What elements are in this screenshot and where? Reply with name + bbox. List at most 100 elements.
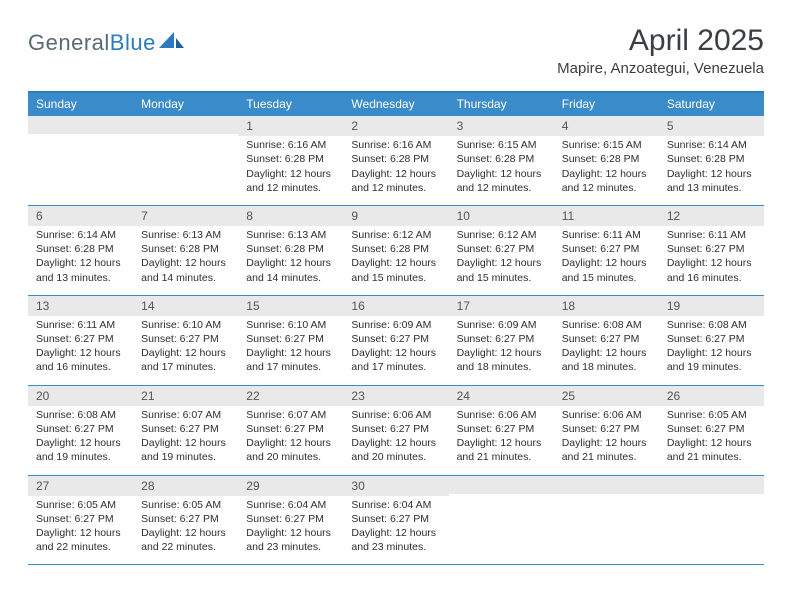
- sunrise-line: Sunrise: 6:16 AM: [351, 138, 440, 152]
- day-number: 20: [28, 386, 133, 406]
- day-body: Sunrise: 6:07 AMSunset: 6:27 PMDaylight:…: [133, 406, 238, 475]
- day-number: 27: [28, 476, 133, 496]
- day-cell: 17Sunrise: 6:09 AMSunset: 6:27 PMDayligh…: [449, 296, 554, 385]
- weekday-cell: Sunday: [28, 93, 133, 116]
- day-cell: 7Sunrise: 6:13 AMSunset: 6:28 PMDaylight…: [133, 206, 238, 295]
- sunset-line: Sunset: 6:27 PM: [667, 242, 756, 256]
- daylight-line: Daylight: 12 hours and 14 minutes.: [141, 256, 230, 284]
- day-number: 29: [238, 476, 343, 496]
- day-number: 21: [133, 386, 238, 406]
- sunset-line: Sunset: 6:27 PM: [457, 332, 546, 346]
- calendar: SundayMondayTuesdayWednesdayThursdayFrid…: [28, 91, 764, 565]
- day-number: 25: [554, 386, 659, 406]
- sunrise-line: Sunrise: 6:05 AM: [141, 498, 230, 512]
- page-title: April 2025: [557, 24, 764, 58]
- day-cell: 3Sunrise: 6:15 AMSunset: 6:28 PMDaylight…: [449, 116, 554, 205]
- sunrise-line: Sunrise: 6:08 AM: [562, 318, 651, 332]
- day-cell: [133, 116, 238, 205]
- daylight-line: Daylight: 12 hours and 16 minutes.: [667, 256, 756, 284]
- sunset-line: Sunset: 6:27 PM: [562, 422, 651, 436]
- week-row: 6Sunrise: 6:14 AMSunset: 6:28 PMDaylight…: [28, 206, 764, 296]
- daylight-line: Daylight: 12 hours and 20 minutes.: [246, 436, 335, 464]
- sunrise-line: Sunrise: 6:11 AM: [562, 228, 651, 242]
- sunset-line: Sunset: 6:28 PM: [351, 152, 440, 166]
- daylight-line: Daylight: 12 hours and 20 minutes.: [351, 436, 440, 464]
- day-body: Sunrise: 6:08 AMSunset: 6:27 PMDaylight:…: [554, 316, 659, 385]
- sunset-line: Sunset: 6:27 PM: [562, 332, 651, 346]
- sunset-line: Sunset: 6:27 PM: [36, 422, 125, 436]
- daylight-line: Daylight: 12 hours and 21 minutes.: [457, 436, 546, 464]
- sunset-line: Sunset: 6:27 PM: [667, 422, 756, 436]
- day-number: 10: [449, 206, 554, 226]
- sunrise-line: Sunrise: 6:06 AM: [351, 408, 440, 422]
- page: GeneralBlue April 2025 Mapire, Anzoategu…: [0, 0, 792, 565]
- day-body: Sunrise: 6:10 AMSunset: 6:27 PMDaylight:…: [238, 316, 343, 385]
- day-body: Sunrise: 6:06 AMSunset: 6:27 PMDaylight:…: [343, 406, 448, 475]
- daylight-line: Daylight: 12 hours and 17 minutes.: [351, 346, 440, 374]
- daylight-line: Daylight: 12 hours and 18 minutes.: [457, 346, 546, 374]
- day-body: Sunrise: 6:05 AMSunset: 6:27 PMDaylight:…: [133, 496, 238, 565]
- sunrise-line: Sunrise: 6:11 AM: [36, 318, 125, 332]
- week-row: 1Sunrise: 6:16 AMSunset: 6:28 PMDaylight…: [28, 116, 764, 206]
- day-body: [133, 134, 238, 192]
- title-block: April 2025 Mapire, Anzoategui, Venezuela: [557, 24, 764, 77]
- day-number: 28: [133, 476, 238, 496]
- daylight-line: Daylight: 12 hours and 13 minutes.: [36, 256, 125, 284]
- day-cell: 28Sunrise: 6:05 AMSunset: 6:27 PMDayligh…: [133, 476, 238, 565]
- weekday-cell: Monday: [133, 93, 238, 116]
- sunset-line: Sunset: 6:27 PM: [351, 512, 440, 526]
- day-cell: 13Sunrise: 6:11 AMSunset: 6:27 PMDayligh…: [28, 296, 133, 385]
- sunrise-line: Sunrise: 6:04 AM: [246, 498, 335, 512]
- day-cell: 22Sunrise: 6:07 AMSunset: 6:27 PMDayligh…: [238, 386, 343, 475]
- sunrise-line: Sunrise: 6:08 AM: [36, 408, 125, 422]
- day-cell: 5Sunrise: 6:14 AMSunset: 6:28 PMDaylight…: [659, 116, 764, 205]
- day-body: Sunrise: 6:12 AMSunset: 6:27 PMDaylight:…: [449, 226, 554, 295]
- day-cell: 14Sunrise: 6:10 AMSunset: 6:27 PMDayligh…: [133, 296, 238, 385]
- day-body: Sunrise: 6:10 AMSunset: 6:27 PMDaylight:…: [133, 316, 238, 385]
- day-cell: 2Sunrise: 6:16 AMSunset: 6:28 PMDaylight…: [343, 116, 448, 205]
- sunset-line: Sunset: 6:27 PM: [457, 242, 546, 256]
- day-number: 24: [449, 386, 554, 406]
- day-number: 14: [133, 296, 238, 316]
- sunset-line: Sunset: 6:28 PM: [36, 242, 125, 256]
- weekday-cell: Wednesday: [343, 93, 448, 116]
- day-number: 4: [554, 116, 659, 136]
- sunset-line: Sunset: 6:27 PM: [457, 422, 546, 436]
- day-cell: 1Sunrise: 6:16 AMSunset: 6:28 PMDaylight…: [238, 116, 343, 205]
- sunset-line: Sunset: 6:27 PM: [141, 422, 230, 436]
- sunrise-line: Sunrise: 6:16 AM: [246, 138, 335, 152]
- sunrise-line: Sunrise: 6:13 AM: [246, 228, 335, 242]
- sunrise-line: Sunrise: 6:07 AM: [141, 408, 230, 422]
- day-cell: [659, 476, 764, 565]
- day-body: Sunrise: 6:08 AMSunset: 6:27 PMDaylight:…: [28, 406, 133, 475]
- day-cell: 27Sunrise: 6:05 AMSunset: 6:27 PMDayligh…: [28, 476, 133, 565]
- sunrise-line: Sunrise: 6:08 AM: [667, 318, 756, 332]
- day-body: Sunrise: 6:06 AMSunset: 6:27 PMDaylight:…: [449, 406, 554, 475]
- daylight-line: Daylight: 12 hours and 12 minutes.: [246, 167, 335, 195]
- header: GeneralBlue April 2025 Mapire, Anzoategu…: [28, 24, 764, 77]
- week-row: 13Sunrise: 6:11 AMSunset: 6:27 PMDayligh…: [28, 296, 764, 386]
- day-number: [28, 116, 133, 134]
- day-cell: 23Sunrise: 6:06 AMSunset: 6:27 PMDayligh…: [343, 386, 448, 475]
- sunset-line: Sunset: 6:27 PM: [246, 422, 335, 436]
- day-number: 19: [659, 296, 764, 316]
- day-cell: 19Sunrise: 6:08 AMSunset: 6:27 PMDayligh…: [659, 296, 764, 385]
- day-cell: 29Sunrise: 6:04 AMSunset: 6:27 PMDayligh…: [238, 476, 343, 565]
- day-cell: 15Sunrise: 6:10 AMSunset: 6:27 PMDayligh…: [238, 296, 343, 385]
- sunrise-line: Sunrise: 6:11 AM: [667, 228, 756, 242]
- day-cell: 18Sunrise: 6:08 AMSunset: 6:27 PMDayligh…: [554, 296, 659, 385]
- day-body: Sunrise: 6:05 AMSunset: 6:27 PMDaylight:…: [659, 406, 764, 475]
- daylight-line: Daylight: 12 hours and 21 minutes.: [562, 436, 651, 464]
- day-cell: 30Sunrise: 6:04 AMSunset: 6:27 PMDayligh…: [343, 476, 448, 565]
- day-body: [28, 134, 133, 192]
- day-number: 23: [343, 386, 448, 406]
- day-body: Sunrise: 6:11 AMSunset: 6:27 PMDaylight:…: [659, 226, 764, 295]
- sunset-line: Sunset: 6:27 PM: [246, 512, 335, 526]
- sunset-line: Sunset: 6:27 PM: [246, 332, 335, 346]
- sunset-line: Sunset: 6:27 PM: [562, 242, 651, 256]
- day-cell: 24Sunrise: 6:06 AMSunset: 6:27 PMDayligh…: [449, 386, 554, 475]
- daylight-line: Daylight: 12 hours and 15 minutes.: [457, 256, 546, 284]
- daylight-line: Daylight: 12 hours and 16 minutes.: [36, 346, 125, 374]
- sunset-line: Sunset: 6:28 PM: [351, 242, 440, 256]
- day-body: Sunrise: 6:11 AMSunset: 6:27 PMDaylight:…: [554, 226, 659, 295]
